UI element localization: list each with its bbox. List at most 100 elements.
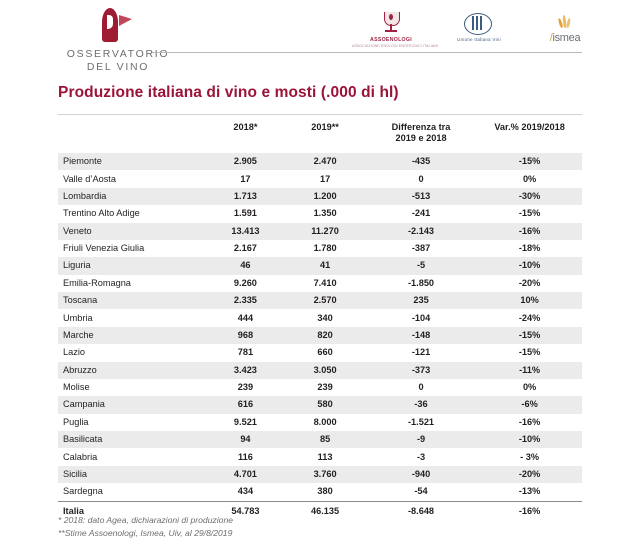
cell-2019: 7.410 — [313, 277, 337, 288]
cell-region: Veneto — [58, 222, 206, 240]
brand-name-line1: OSSERVATORIO — [66, 48, 170, 60]
cell-variazione: 0% — [522, 173, 537, 184]
cell-2019: 1.780 — [313, 243, 337, 254]
flame-icon — [553, 14, 577, 32]
cell-2018: 444 — [237, 312, 254, 323]
table-row: Emilia-Romagna 9.260 7.410 -1.850 -20% — [58, 275, 582, 292]
column-header-differenza-line2: 2019 e 2018 — [395, 133, 447, 143]
partner-label-assoenologi: ASSOENOLOGI — [370, 37, 412, 43]
cell-2018: 1.713 — [205, 187, 286, 206]
cell-2018: 2.167 — [233, 243, 257, 254]
cell-variazione: - 3% — [520, 451, 540, 462]
table-row: Umbria 444 340 -104 -24% — [58, 309, 582, 326]
cell-region: Italia — [58, 500, 206, 520]
cell-differenza: -2.143 — [364, 222, 478, 240]
cell-2019: 41 — [285, 257, 365, 275]
cell-variazione: -16% — [518, 416, 541, 427]
cell-2018: 9.521 — [233, 416, 257, 427]
cell-differenza: -5 — [364, 257, 478, 275]
column-header-2019: 2019** — [285, 114, 365, 153]
cell-region: Puglia — [63, 416, 89, 427]
cell-2018: 46 — [205, 257, 286, 275]
cell-region: Piemonte — [58, 153, 206, 171]
cell-differenza: -104 — [411, 312, 431, 323]
table-row-total: Italia 54.783 46.135 -8.648 -16% — [58, 500, 582, 520]
cell-region: Liguria — [58, 257, 206, 275]
brand-name-line2: DEL VINO — [86, 61, 150, 73]
cell-2018: 1.591 — [233, 208, 257, 219]
cell-2018: 4.701 — [205, 465, 286, 484]
cell-differenza: -3 — [416, 451, 426, 462]
partner-subtitle-assoenologi: ASSOCIAZIONE ENOLOGI ENOTECNICI ITALIANI — [352, 44, 439, 48]
cell-differenza: -121 — [411, 347, 431, 358]
cell-variazione: -15% — [477, 326, 582, 345]
cell-2018: 434 — [237, 486, 254, 497]
cell-2018: 239 — [237, 382, 254, 393]
cell-2019: 1.200 — [285, 187, 365, 206]
cell-region: Basilicata — [58, 431, 206, 449]
header-divider — [152, 52, 582, 53]
column-header-differenza-line1: Differenza tra — [391, 122, 451, 132]
cell-2018: 3.423 — [205, 361, 286, 379]
cell-variazione: -15% — [477, 153, 582, 171]
cell-differenza: 0 — [418, 382, 424, 393]
cell-2018: 9.260 — [233, 277, 257, 288]
cell-variazione: 10% — [477, 292, 582, 310]
production-table: 2018* 2019** Differenza tra 2019 e 2018 … — [58, 114, 582, 520]
cell-2018: 13.413 — [205, 222, 286, 240]
cell-variazione: -6% — [477, 396, 582, 414]
cell-variazione: -15% — [518, 208, 541, 219]
cell-2019: 46.135 — [285, 500, 365, 520]
cell-region: Campania — [58, 396, 206, 414]
osservatorio-del-vino-logo: OSSERVATORIO DEL VINO — [58, 8, 178, 74]
cell-region: Sicilia — [58, 465, 206, 484]
cell-differenza: -1.850 — [407, 277, 435, 288]
cell-2019: 3.050 — [285, 361, 365, 379]
leaf-accent-icon — [119, 15, 132, 26]
partner-name-uiv: Unione Italiana Vini — [457, 37, 501, 42]
table-row: Campania 616 580 -36 -6% — [58, 396, 582, 414]
grape-chalice-icon — [380, 12, 402, 36]
cell-differenza: -8.648 — [364, 500, 478, 520]
table-row: Piemonte 2.905 2.470 -435 -15% — [58, 153, 582, 171]
table-row: Sardegna 434 380 -54 -13% — [58, 483, 582, 501]
cell-differenza: -1.521 — [407, 416, 435, 427]
cell-region: Abruzzo — [58, 361, 206, 379]
cell-2019: 113 — [317, 451, 333, 462]
cell-region: Lazio — [63, 347, 85, 358]
cell-2019: 2.470 — [285, 153, 365, 171]
column-header-region — [58, 114, 206, 153]
table-row: Lazio 781 660 -121 -15% — [58, 344, 582, 361]
cell-2018: 94 — [205, 431, 286, 449]
cell-region: Toscana — [58, 292, 206, 310]
cell-variazione: -13% — [518, 486, 541, 497]
table-header-row: 2018* 2019** Differenza tra 2019 e 2018 … — [58, 114, 582, 153]
partner-logo-ismea: /ismea — [526, 14, 604, 44]
cell-2019: 17 — [319, 173, 331, 184]
table-row: Abruzzo 3.423 3.050 -373 -11% — [58, 361, 582, 379]
partner-name-assoenologi: ASSOENOLOGI ASSOCIAZIONE ENOLOGI ENOTECN… — [352, 37, 439, 49]
cell-differenza: -36 — [364, 396, 478, 414]
cell-region: Lombardia — [58, 187, 206, 206]
cell-variazione: 0% — [522, 382, 537, 393]
cell-2019: 660 — [317, 347, 333, 358]
table-row: Puglia 9.521 8.000 -1.521 -16% — [58, 414, 582, 431]
cell-2019: 580 — [285, 396, 365, 414]
cell-2018: 17 — [240, 173, 251, 184]
cell-differenza: -513 — [364, 187, 478, 206]
cell-2019: 3.760 — [285, 465, 365, 484]
footnote-1: * 2018: dato Agea, dichiarazioni di prod… — [58, 515, 234, 525]
cell-region: Friuli Venezia Giulia — [63, 243, 145, 254]
cell-region: Calabria — [63, 451, 98, 462]
cell-variazione: -16% — [477, 500, 582, 520]
table-row: Liguria 46 41 -5 -10% — [58, 257, 582, 275]
partner-logo-uiv: Unione Italiana Vini — [440, 13, 518, 43]
partner-name-ismea: /ismea — [549, 32, 581, 44]
production-table-container: 2018* 2019** Differenza tra 2019 e 2018 … — [58, 114, 582, 520]
page-header: OSSERVATORIO DEL VINO ASSOENOLOGI ASSOCI… — [0, 0, 644, 80]
column-header-2018: 2018* — [205, 114, 286, 153]
cell-variazione: -16% — [477, 222, 582, 240]
cell-2019: 820 — [285, 326, 365, 345]
cell-differenza: -373 — [364, 361, 478, 379]
cell-variazione: -18% — [518, 243, 541, 254]
